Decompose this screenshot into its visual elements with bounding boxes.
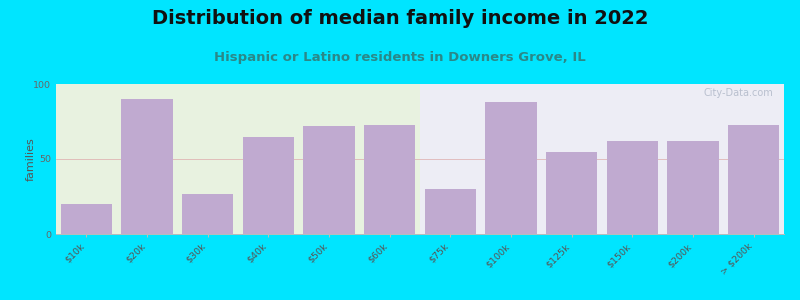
Text: City-Data.com: City-Data.com xyxy=(703,88,773,98)
Bar xyxy=(425,189,476,234)
Bar xyxy=(242,136,294,234)
Text: Distribution of median family income in 2022: Distribution of median family income in … xyxy=(152,9,648,28)
Bar xyxy=(667,141,718,234)
Y-axis label: families: families xyxy=(26,137,35,181)
Bar xyxy=(606,141,658,234)
Text: Hispanic or Latino residents in Downers Grove, IL: Hispanic or Latino residents in Downers … xyxy=(214,51,586,64)
Bar xyxy=(61,204,112,234)
Bar xyxy=(728,124,779,234)
Bar xyxy=(486,102,537,234)
Bar xyxy=(182,194,234,234)
Bar xyxy=(364,124,415,234)
Bar xyxy=(303,126,354,234)
Bar xyxy=(56,84,420,234)
Bar xyxy=(122,99,173,234)
Bar xyxy=(546,152,598,234)
